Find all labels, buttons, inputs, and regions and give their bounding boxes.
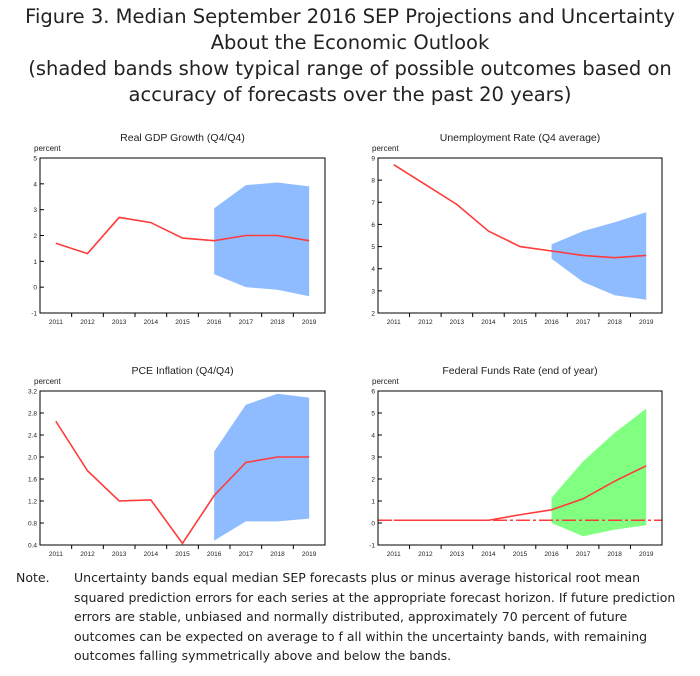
plot-frame bbox=[39, 390, 326, 546]
x-tick-label: 2012 bbox=[80, 319, 95, 326]
y-tick-label: 0 bbox=[33, 285, 37, 292]
x-tick-label: 2019 bbox=[639, 319, 654, 326]
y-tick-label: 0 bbox=[371, 521, 375, 528]
x-tick-label: 2011 bbox=[49, 551, 63, 558]
y-tick-label: 1.2 bbox=[28, 499, 37, 506]
chart-panel: Unemployment Rate (Q4 average) percent 2 3 4… bbox=[371, 132, 663, 326]
x-tick-label: 2019 bbox=[302, 551, 317, 558]
y-tick-label: 2.4 bbox=[28, 433, 37, 440]
y-axis-label: percent bbox=[372, 144, 399, 153]
x-tick-label: 2013 bbox=[112, 551, 127, 558]
x-tick-label: 2011 bbox=[49, 319, 63, 326]
x-tick-label: 2014 bbox=[481, 319, 496, 326]
x-tick-label: 2017 bbox=[576, 319, 591, 326]
x-tick-label: 2018 bbox=[270, 551, 285, 558]
y-tick-label: -1 bbox=[31, 311, 37, 318]
y-tick-label: 2 bbox=[371, 311, 375, 318]
x-tick-label: 2019 bbox=[639, 551, 654, 558]
y-tick-label: 2 bbox=[33, 233, 37, 240]
uncertainty-band bbox=[214, 393, 310, 541]
x-tick-label: 2019 bbox=[302, 319, 317, 326]
title-line: accuracy of forecasts over the past 20 y… bbox=[128, 83, 572, 106]
x-tick-label: 2017 bbox=[239, 319, 254, 326]
y-tick-label: 2.8 bbox=[28, 411, 37, 418]
uncertainty-band bbox=[551, 408, 647, 537]
x-tick-label: 2018 bbox=[270, 319, 285, 326]
y-axis-label: percent bbox=[34, 144, 61, 153]
chart-title: Federal Funds Rate (end of year) bbox=[442, 365, 597, 377]
y-tick-label: 5 bbox=[371, 411, 375, 418]
x-tick-label: 2018 bbox=[607, 319, 622, 326]
x-tick-label: 2011 bbox=[387, 551, 401, 558]
x-tick-label: 2014 bbox=[144, 319, 159, 326]
y-tick-label: 0.4 bbox=[28, 543, 37, 550]
x-tick-label: 2012 bbox=[418, 319, 433, 326]
chart-title: Unemployment Rate (Q4 average) bbox=[440, 132, 601, 144]
x-tick-label: 2016 bbox=[544, 551, 559, 558]
chart-title: Real GDP Growth (Q4/Q4) bbox=[120, 132, 245, 144]
y-tick-label: 8 bbox=[371, 178, 375, 185]
note-label: Note. bbox=[16, 570, 50, 585]
title-line: About the Economic Outlook bbox=[210, 31, 490, 54]
x-tick-label: 2012 bbox=[80, 551, 95, 558]
x-tick-label: 2016 bbox=[544, 319, 559, 326]
y-tick-label: 5 bbox=[33, 156, 37, 163]
chart-panel: Real GDP Growth (Q4/Q4) percent -1 0 1 2 3 4 5 20… bbox=[31, 132, 326, 326]
x-tick-label: 2014 bbox=[481, 551, 496, 558]
x-tick-label: 2015 bbox=[513, 319, 528, 326]
y-tick-label: 1 bbox=[33, 259, 37, 266]
y-tick-label: 2.0 bbox=[28, 455, 37, 462]
chart-panel: PCE Inflation (Q4/Q4) percent 0.4 0.8 1.2 1.6… bbox=[28, 365, 326, 558]
y-tick-label: 7 bbox=[371, 200, 375, 207]
x-tick-label: 2015 bbox=[513, 551, 528, 558]
plot-frame bbox=[377, 390, 663, 546]
y-tick-label: 3 bbox=[371, 455, 375, 462]
x-tick-label: 2016 bbox=[207, 551, 222, 558]
y-tick-label: 1.6 bbox=[28, 477, 37, 484]
y-tick-label: 9 bbox=[371, 156, 375, 163]
y-tick-label: 4 bbox=[371, 266, 375, 273]
y-tick-label: 3 bbox=[371, 288, 375, 295]
y-tick-label: -1 bbox=[369, 543, 375, 550]
y-tick-label: 6 bbox=[371, 389, 375, 396]
x-tick-label: 2015 bbox=[175, 319, 190, 326]
x-tick-label: 2016 bbox=[207, 319, 222, 326]
y-tick-label: 2 bbox=[371, 477, 375, 484]
y-tick-label: 5 bbox=[371, 244, 375, 251]
chart-title: PCE Inflation (Q4/Q4) bbox=[131, 365, 233, 377]
note-text: Uncertainty bands equal median SEP forec… bbox=[74, 570, 676, 663]
title-line: Figure 3. Median September 2016 SEP Proj… bbox=[25, 5, 675, 28]
y-tick-label: 4 bbox=[371, 433, 375, 440]
x-tick-label: 2012 bbox=[418, 551, 433, 558]
x-tick-label: 2011 bbox=[387, 319, 401, 326]
x-tick-label: 2013 bbox=[450, 319, 465, 326]
x-tick-label: 2015 bbox=[175, 551, 190, 558]
y-tick-label: 0.8 bbox=[28, 521, 37, 528]
note: Note. Uncertainty bands equal median SEP… bbox=[16, 568, 686, 666]
x-tick-label: 2018 bbox=[607, 551, 622, 558]
y-tick-label: 3 bbox=[33, 207, 37, 214]
x-tick-label: 2014 bbox=[144, 551, 159, 558]
uncertainty-band bbox=[214, 182, 310, 297]
title-line: (shaded bands show typical range of poss… bbox=[28, 57, 672, 80]
y-tick-label: 3.2 bbox=[28, 389, 37, 396]
y-tick-label: 6 bbox=[371, 222, 375, 229]
figure-title: Figure 3. Median September 2016 SEP Proj… bbox=[0, 4, 700, 108]
y-axis-label: percent bbox=[34, 377, 61, 386]
x-tick-label: 2017 bbox=[239, 551, 254, 558]
y-axis-label: percent bbox=[372, 377, 399, 386]
y-tick-label: 4 bbox=[33, 181, 37, 188]
x-tick-label: 2013 bbox=[112, 319, 127, 326]
x-tick-label: 2017 bbox=[576, 551, 591, 558]
plot-frame bbox=[377, 157, 663, 314]
x-tick-label: 2013 bbox=[450, 551, 465, 558]
chart-panel: Federal Funds Rate (end of year) percent -… bbox=[369, 365, 663, 558]
y-tick-label: 1 bbox=[371, 499, 375, 506]
